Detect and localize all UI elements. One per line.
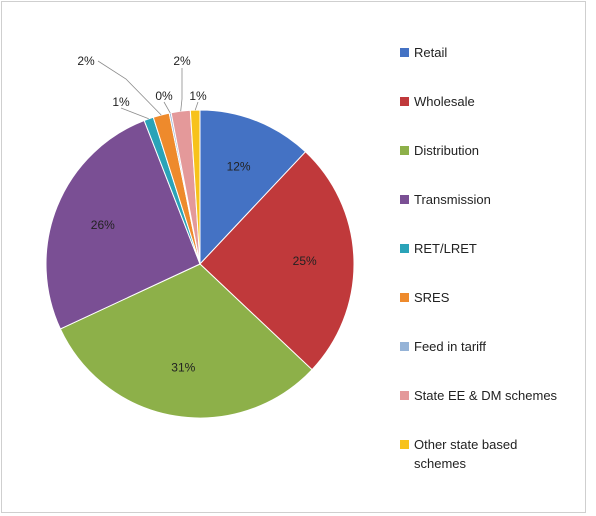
legend-label-transmission: Transmission <box>414 192 491 207</box>
legend-label-state-ee-dm-schemes: State EE & DM schemes <box>414 388 558 403</box>
data-label-transmission: 26% <box>91 218 115 232</box>
data-label-state-ee-dm-schemes: 2% <box>173 54 191 68</box>
data-label-feed-in-tariff: 0% <box>155 89 173 103</box>
leader-line-state-ee-dm-schemes <box>180 68 183 112</box>
legend-swatch-ret-lret <box>400 244 409 253</box>
legend-swatch-distribution <box>400 146 409 155</box>
data-labels: 12% 25% 31% 26% 1% 2% 0% 2% 1% <box>77 54 317 374</box>
legend-swatch-other-state-based-schemes <box>400 440 409 449</box>
legend-swatch-transmission <box>400 195 409 204</box>
data-label-distribution: 31% <box>171 360 195 374</box>
leader-line-other-state-based-schemes <box>194 101 199 111</box>
pie-chart: 12% 25% 31% 26% 1% 2% 0% 2% 1% Retail Wholesale Di… <box>45 45 558 471</box>
data-label-wholesale: 25% <box>293 254 317 268</box>
legend-label-wholesale: Wholesale <box>414 94 475 109</box>
data-label-other-state-based-schemes: 1% <box>189 89 207 103</box>
legend-label-sres: SRES <box>414 290 450 305</box>
leader-line-sres <box>97 60 162 116</box>
chart-frame: 12% 25% 31% 26% 1% 2% 0% 2% 1% Retail Wholesale Di… <box>1 1 586 513</box>
leader-lines <box>97 60 199 120</box>
leader-line-feed-in-tariff <box>163 101 171 114</box>
legend: Retail Wholesale Distribution Transmission R… <box>400 45 558 471</box>
leader-line-ret-lret <box>120 107 149 120</box>
pie-slice-retail <box>199 109 307 266</box>
pie-slice-transmission <box>45 119 201 330</box>
legend-swatch-retail <box>400 48 409 57</box>
legend-label-feed-in-tariff: Feed in tariff <box>414 339 486 354</box>
legend-swatch-state-ee-dm-schemes <box>400 391 409 400</box>
pie-slice-distribution <box>59 263 313 419</box>
legend-swatch-feed-in-tariff <box>400 342 409 351</box>
data-label-retail: 12% <box>227 160 251 174</box>
legend-label-other-state-based-schemes: Other state based schemes <box>414 437 517 471</box>
pie-slice-wholesale <box>199 151 355 371</box>
legend-label-retail: Retail <box>414 45 447 60</box>
legend-label-distribution: Distribution <box>414 143 479 158</box>
legend-swatch-wholesale <box>400 97 409 106</box>
legend-label-ret-lret: RET/LRET <box>414 241 477 256</box>
data-label-sres: 2% <box>77 54 95 68</box>
legend-swatch-sres <box>400 293 409 302</box>
pie-slices <box>45 109 355 419</box>
data-label-ret-lret: 1% <box>112 95 130 109</box>
